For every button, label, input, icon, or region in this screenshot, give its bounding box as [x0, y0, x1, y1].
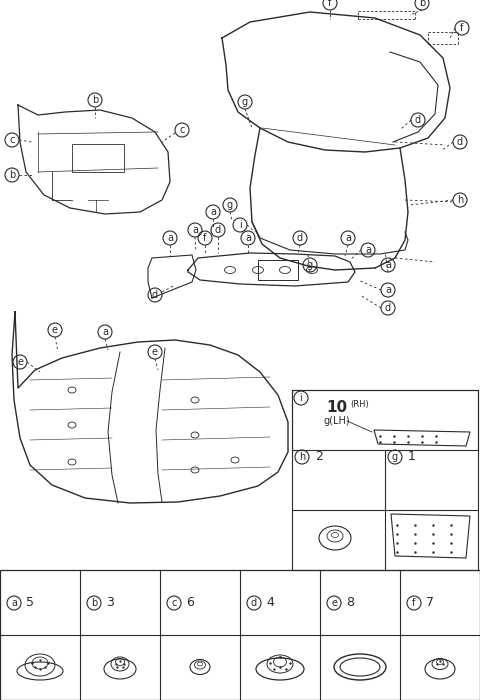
Text: e: e: [331, 598, 337, 608]
Text: 8: 8: [346, 596, 354, 610]
Text: 3: 3: [106, 596, 114, 610]
Text: a: a: [102, 327, 108, 337]
Text: b: b: [92, 95, 98, 105]
Text: f: f: [204, 233, 207, 243]
Text: e: e: [152, 347, 158, 357]
Text: e: e: [17, 357, 23, 367]
Text: g(LH): g(LH): [324, 416, 350, 426]
Text: i: i: [300, 393, 302, 403]
Bar: [292, 390, 478, 570]
Text: d: d: [457, 137, 463, 147]
Bar: [292, 390, 478, 450]
Text: 4: 4: [266, 596, 274, 610]
Text: a: a: [11, 598, 17, 608]
Bar: [72, 144, 124, 172]
Text: a: a: [345, 233, 351, 243]
Text: 2: 2: [315, 451, 323, 463]
Text: 10: 10: [326, 400, 348, 416]
Text: h: h: [299, 452, 305, 462]
Text: e: e: [52, 325, 58, 335]
Text: d: d: [152, 290, 158, 300]
Text: g: g: [392, 452, 398, 462]
Text: b: b: [9, 170, 15, 180]
Text: g: g: [227, 200, 233, 210]
Text: 1: 1: [408, 451, 416, 463]
Text: (RH): (RH): [350, 400, 369, 409]
Text: a: a: [245, 233, 251, 243]
Text: c: c: [180, 125, 185, 135]
Text: a: a: [385, 285, 391, 295]
Text: a: a: [210, 207, 216, 217]
Text: b: b: [91, 598, 97, 608]
Text: b: b: [419, 0, 425, 8]
Text: 7: 7: [426, 596, 434, 610]
Text: d: d: [215, 225, 221, 235]
Text: d: d: [297, 233, 303, 243]
Text: f: f: [328, 0, 332, 8]
Text: d: d: [385, 303, 391, 313]
Text: g: g: [307, 260, 313, 270]
Text: i: i: [239, 220, 241, 230]
Text: d: d: [251, 598, 257, 608]
Text: a: a: [167, 233, 173, 243]
Text: a: a: [365, 245, 371, 255]
Text: c: c: [171, 598, 177, 608]
Text: c: c: [9, 135, 15, 145]
Text: d: d: [415, 115, 421, 125]
Text: h: h: [457, 195, 463, 205]
Bar: [0, 570, 480, 700]
Text: a: a: [385, 260, 391, 270]
Text: f: f: [460, 23, 464, 33]
Text: 6: 6: [186, 596, 194, 610]
Text: 5: 5: [26, 596, 34, 610]
Text: g: g: [242, 97, 248, 107]
Text: f: f: [412, 598, 416, 608]
Bar: [258, 260, 298, 280]
Text: a: a: [192, 225, 198, 235]
